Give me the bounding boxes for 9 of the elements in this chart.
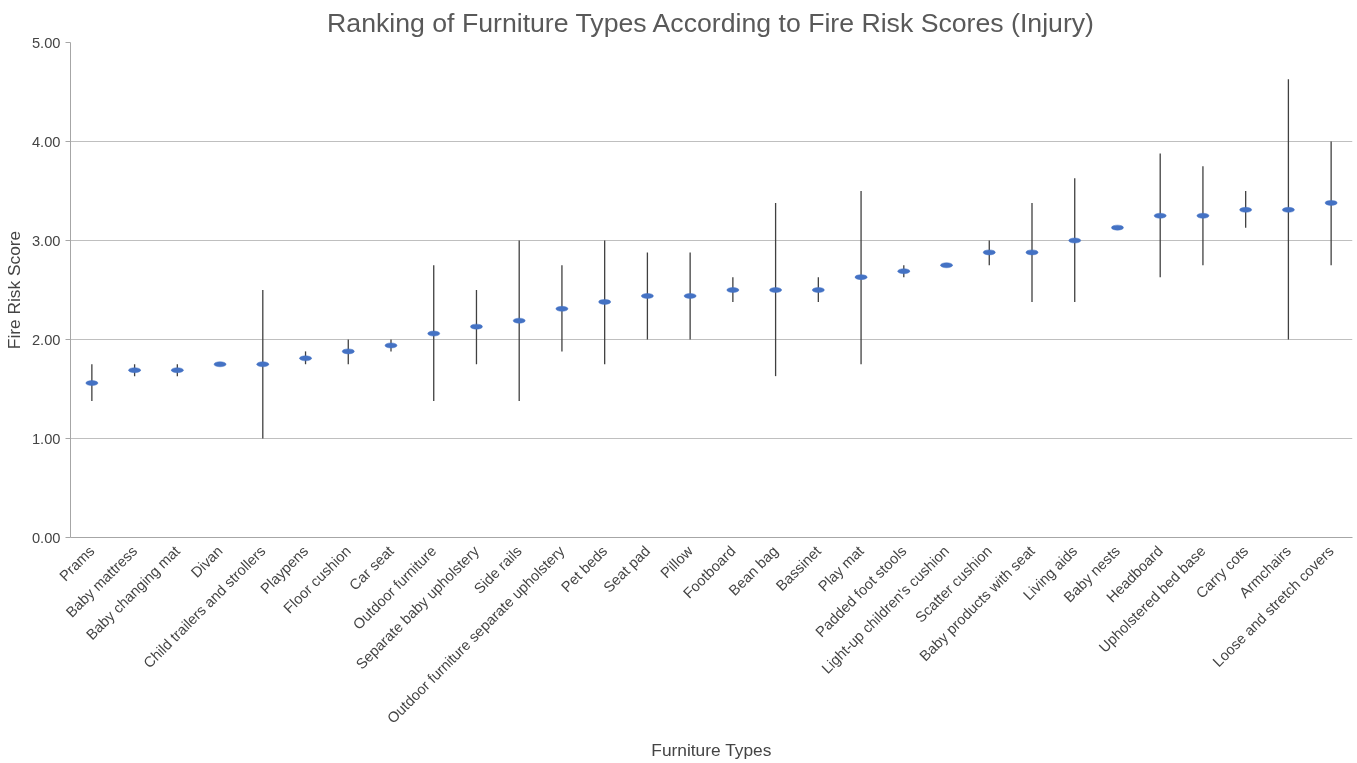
y-tick-label: 5.00	[31, 34, 61, 51]
y-tick-label: 0.00	[31, 529, 61, 546]
y-tick-label: 1.00	[31, 430, 61, 447]
y-tick-label: 4.00	[31, 133, 61, 150]
x-axis-title: Furniture Types	[651, 740, 772, 761]
chart-title: Ranking of Furniture Types According to Fire Risk Scores (Injury)	[327, 7, 1094, 38]
y-tick-label: 2.00	[31, 331, 61, 348]
y-tick-label: 3.00	[31, 232, 61, 249]
y-axis-title: Fire Risk Score	[3, 230, 24, 350]
